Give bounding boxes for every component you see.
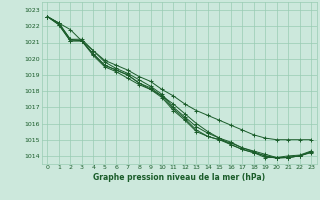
- X-axis label: Graphe pression niveau de la mer (hPa): Graphe pression niveau de la mer (hPa): [93, 173, 265, 182]
